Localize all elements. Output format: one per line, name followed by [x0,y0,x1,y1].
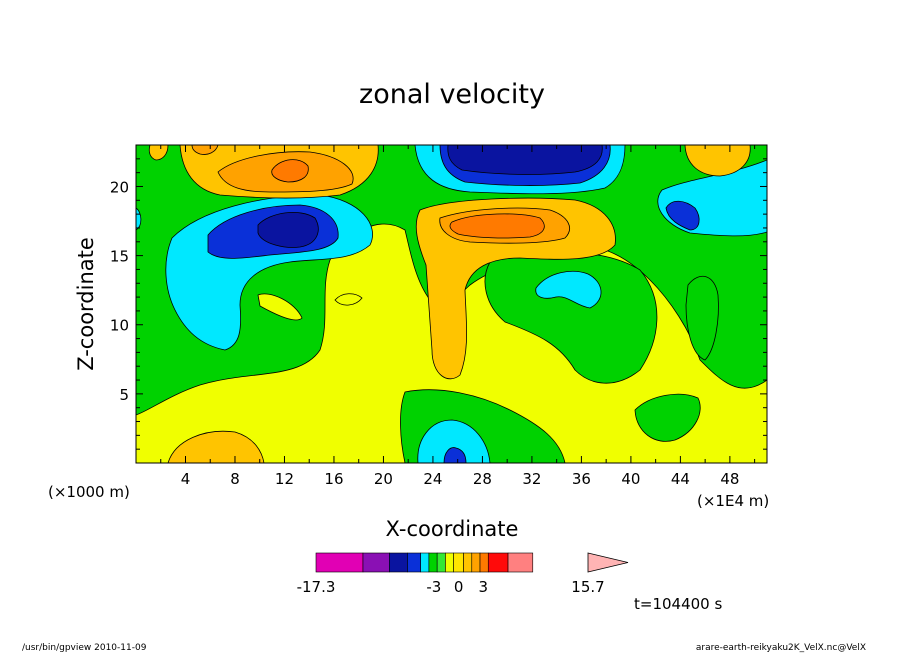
colorbar-segment [420,552,430,573]
contour-navy-top [447,145,603,175]
x-tick-label: 32 [522,470,541,488]
colorbar-segment [428,552,438,573]
contour-gold-top-right [684,145,751,177]
colorbar-labels: -17.3 -3 0 3 15.7 [297,578,605,596]
contour-deep-orange-upper-left [271,159,309,183]
colorbar-segment [487,552,509,573]
x-unit-right-label: (×1E4 m) [697,492,769,510]
y-axis-label: Z-coordinate [74,237,98,371]
colorbar-segment [479,552,489,573]
colorbar-tick-label: -3 [426,578,441,596]
colorbar-extend-arrow [587,552,629,573]
x-tick-label: 40 [621,470,640,488]
contour-green-right-low [634,393,701,442]
x-axis-ticks: 4 8 12 16 20 24 28 32 36 40 44 48 [160,145,756,488]
colorbar-segment [445,552,454,573]
contour-yellow-island-small [334,293,363,306]
x-tick-label: 28 [473,470,492,488]
x-tick-label: 48 [720,470,739,488]
contour-navy-left [257,212,319,248]
contour-yellow-island-left [257,293,303,321]
colorbar [315,552,629,573]
plot-area [136,145,767,463]
contour-green-mid [484,251,658,384]
footer-left: /usr/bin/gpview 2010-11-09 [22,643,147,653]
y-tick-label: 20 [110,178,129,196]
colorbar-segment [436,552,446,573]
contour-orange-top-edge [191,145,219,155]
colorbar-segment [463,552,473,573]
footer-right: arare-earth-reikyaku2K_VelX.nc@VelX [696,643,866,653]
contour-green-right-side [685,275,719,361]
colorbar-segment [389,552,408,573]
contour-cyan-bottom [417,419,491,463]
x-tick-label: 20 [374,470,393,488]
y-axis-ticks: 5 10 15 20 [110,158,767,450]
x-tick-label: 36 [572,470,591,488]
colorbar-tick-label: 3 [479,578,489,596]
colorbar-segment [453,552,464,573]
contour-cyan-center [535,271,602,309]
x-axis-label: X-coordinate [386,517,519,541]
plot-frame [135,144,768,464]
colorbar-tick-label: 15.7 [571,578,604,596]
y-tick-label: 10 [110,317,129,335]
contour-gold-center [415,197,616,380]
colorbar-segment [362,552,390,573]
colorbar-segment [407,552,421,573]
colorbar-tick-label: 0 [454,578,464,596]
contour-deep-orange-center [449,213,545,239]
x-tick-label: 12 [275,470,294,488]
x-tick-label: 16 [324,470,343,488]
x-unit-left-label: (×1000 m) [48,483,130,501]
colorbar-segment [315,552,364,573]
contour-blue-bottom [443,447,467,463]
x-tick-label: 44 [671,470,690,488]
time-label: t=104400 s [634,595,722,613]
y-tick-label: 15 [110,248,129,266]
chart-title: zonal velocity [359,79,545,110]
colorbar-segment [507,552,534,573]
colorbar-segment [471,552,481,573]
x-tick-label: 24 [423,470,442,488]
x-tick-label: 4 [181,470,191,488]
y-tick-label: 5 [119,386,129,404]
contour-gold-top-mid [148,145,169,161]
contour-blue-right [665,200,700,231]
x-tick-label: 8 [230,470,240,488]
contour-gold-bottom-left [167,430,265,463]
colorbar-tick-label: -17.3 [297,578,336,596]
